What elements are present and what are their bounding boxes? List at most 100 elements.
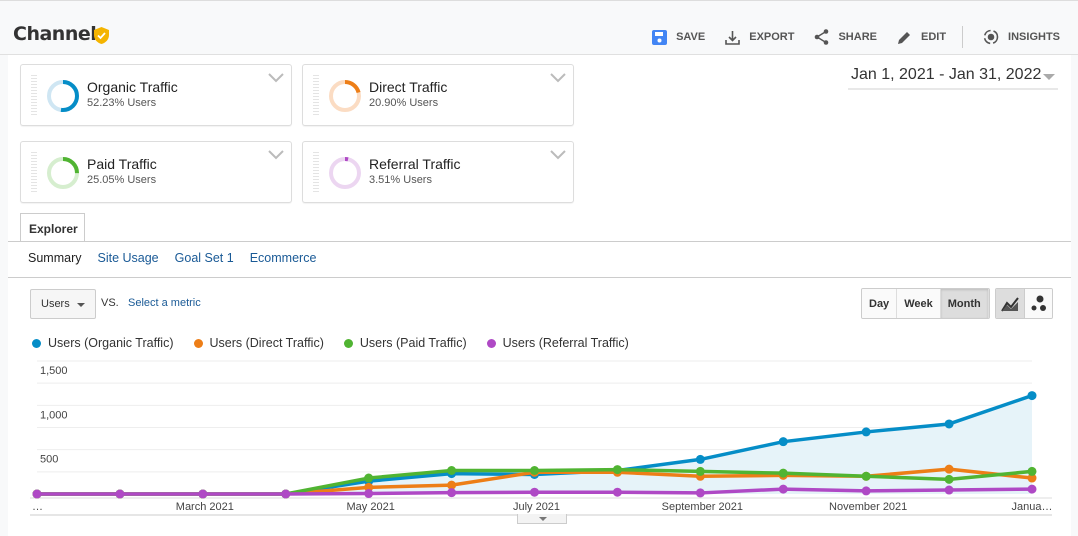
segment-name: Paid Traffic bbox=[87, 156, 157, 172]
data-point bbox=[530, 466, 539, 476]
vs-label: VS. bbox=[101, 297, 119, 309]
data-point bbox=[778, 484, 788, 494]
edit-button[interactable]: EDIT bbox=[897, 30, 946, 45]
data-point bbox=[115, 489, 125, 499]
legend-item[interactable]: Users (Referral Traffic) bbox=[486, 336, 629, 350]
x-tick-label: … bbox=[32, 501, 43, 513]
legend-label: Users (Direct Traffic) bbox=[209, 336, 324, 350]
segment-card[interactable]: Organic Traffic 52.23% Users bbox=[20, 64, 292, 126]
data-point bbox=[1027, 391, 1037, 401]
chart-expand-handle[interactable] bbox=[517, 514, 567, 524]
download-icon bbox=[725, 30, 741, 45]
data-point bbox=[612, 487, 622, 497]
donut-chart-icon bbox=[329, 80, 361, 112]
data-point bbox=[861, 471, 871, 481]
legend-dot-icon bbox=[32, 338, 41, 348]
data-point bbox=[32, 489, 42, 499]
data-point bbox=[778, 468, 788, 478]
x-tick-label: March 2021 bbox=[176, 501, 234, 513]
x-tick-label: November 2021 bbox=[829, 501, 907, 513]
data-point bbox=[281, 489, 291, 499]
x-tick-label: May 2021 bbox=[347, 501, 395, 513]
explorer-subnav: Summary Site Usage Goal Set 1 Ecommerce bbox=[28, 251, 316, 265]
divider bbox=[8, 241, 1071, 242]
save-icon bbox=[652, 29, 668, 45]
donut-chart-icon bbox=[47, 157, 79, 189]
week-button[interactable]: Week bbox=[897, 289, 941, 318]
export-button[interactable]: EXPORT bbox=[725, 30, 794, 45]
drag-handle[interactable] bbox=[313, 152, 319, 194]
verified-shield-icon bbox=[94, 27, 109, 44]
chevron-down-icon[interactable] bbox=[268, 73, 284, 83]
subnav-site-usage[interactable]: Site Usage bbox=[97, 251, 159, 265]
divider bbox=[962, 26, 964, 48]
data-point bbox=[695, 488, 705, 498]
data-point bbox=[364, 489, 374, 499]
subnav-ecommerce[interactable]: Ecommerce bbox=[249, 251, 317, 265]
chevron-down-icon[interactable] bbox=[268, 150, 284, 160]
page-title: Channels bbox=[13, 23, 108, 45]
data-point bbox=[861, 427, 871, 437]
chevron-down-icon[interactable] bbox=[550, 73, 566, 83]
data-point bbox=[1027, 466, 1037, 476]
metric-select[interactable]: Users bbox=[30, 289, 96, 319]
share-button[interactable]: SHARE bbox=[814, 29, 877, 45]
donut-chart-icon bbox=[47, 80, 79, 112]
report-header: Channels SAVE EXPORT SHARE EDIT INSIGHTS bbox=[0, 0, 1078, 55]
legend-item[interactable]: Users (Organic Traffic) bbox=[32, 336, 174, 350]
tab-explorer[interactable]: Explorer bbox=[20, 213, 85, 242]
drag-handle[interactable] bbox=[31, 152, 37, 194]
legend-label: Users (Paid Traffic) bbox=[359, 336, 467, 350]
data-point bbox=[364, 473, 374, 483]
select-metric-link[interactable]: Select a metric bbox=[128, 297, 201, 309]
x-tick-label: July 2021 bbox=[513, 501, 560, 513]
insights-icon bbox=[983, 29, 999, 45]
x-tick-label: September 2021 bbox=[662, 501, 743, 513]
legend-dot-icon bbox=[486, 338, 496, 348]
legend-label: Users (Referral Traffic) bbox=[502, 336, 629, 350]
line-chart-icon bbox=[1001, 296, 1019, 312]
data-point bbox=[944, 485, 954, 495]
share-icon bbox=[815, 29, 829, 45]
left-gutter bbox=[0, 55, 8, 536]
segment-card[interactable]: Paid Traffic 25.05% Users bbox=[20, 141, 292, 203]
legend-item[interactable]: Users (Direct Traffic) bbox=[193, 336, 324, 350]
data-point bbox=[1027, 473, 1037, 483]
segment-name: Direct Traffic bbox=[369, 79, 448, 95]
segment-value: 52.23% Users bbox=[87, 97, 157, 109]
data-point bbox=[778, 437, 788, 447]
legend-item[interactable]: Users (Paid Traffic) bbox=[343, 336, 467, 350]
subnav-summary[interactable]: Summary bbox=[28, 251, 82, 265]
segment-value: 25.05% Users bbox=[87, 174, 157, 186]
data-point bbox=[695, 454, 705, 464]
segment-card[interactable]: Direct Traffic 20.90% Users bbox=[302, 64, 574, 126]
insights-button[interactable]: INSIGHTS bbox=[983, 29, 1060, 45]
drag-handle[interactable] bbox=[313, 75, 319, 117]
legend-label: Users (Organic Traffic) bbox=[48, 336, 174, 350]
motion-chart-button[interactable] bbox=[1024, 289, 1052, 318]
line-chart: 1,500 1,000 500 … March 2021 May 2021 July 202… bbox=[30, 360, 1052, 516]
organic-area bbox=[37, 395, 1032, 494]
drag-handle[interactable] bbox=[31, 75, 37, 117]
month-button[interactable]: Month bbox=[940, 289, 989, 318]
chevron-down-icon[interactable] bbox=[550, 150, 566, 160]
data-point bbox=[364, 482, 374, 492]
segment-card[interactable]: Referral Traffic 3.51% Users bbox=[302, 141, 574, 203]
right-gutter bbox=[1071, 55, 1078, 536]
data-point bbox=[944, 464, 954, 474]
granularity-toggle: Day Week Month bbox=[861, 288, 990, 319]
data-point bbox=[447, 488, 457, 498]
data-point bbox=[530, 487, 539, 497]
subnav-goal-set-1[interactable]: Goal Set 1 bbox=[174, 251, 234, 265]
save-button[interactable]: SAVE bbox=[652, 29, 705, 45]
day-button[interactable]: Day bbox=[862, 289, 898, 318]
data-point bbox=[944, 419, 954, 429]
legend-dot-icon bbox=[193, 338, 203, 348]
dropdown-arrow-icon bbox=[1043, 74, 1055, 80]
line-chart-button[interactable] bbox=[996, 289, 1024, 318]
chart-type-toggle bbox=[995, 288, 1053, 319]
date-range-picker[interactable]: Jan 1, 2021 - Jan 31, 2022 bbox=[848, 66, 1058, 90]
chart-legend: Users (Organic Traffic) Users (Direct Tra… bbox=[32, 336, 629, 350]
chevron-down-icon bbox=[539, 517, 547, 521]
segment-value: 20.90% Users bbox=[369, 97, 439, 109]
